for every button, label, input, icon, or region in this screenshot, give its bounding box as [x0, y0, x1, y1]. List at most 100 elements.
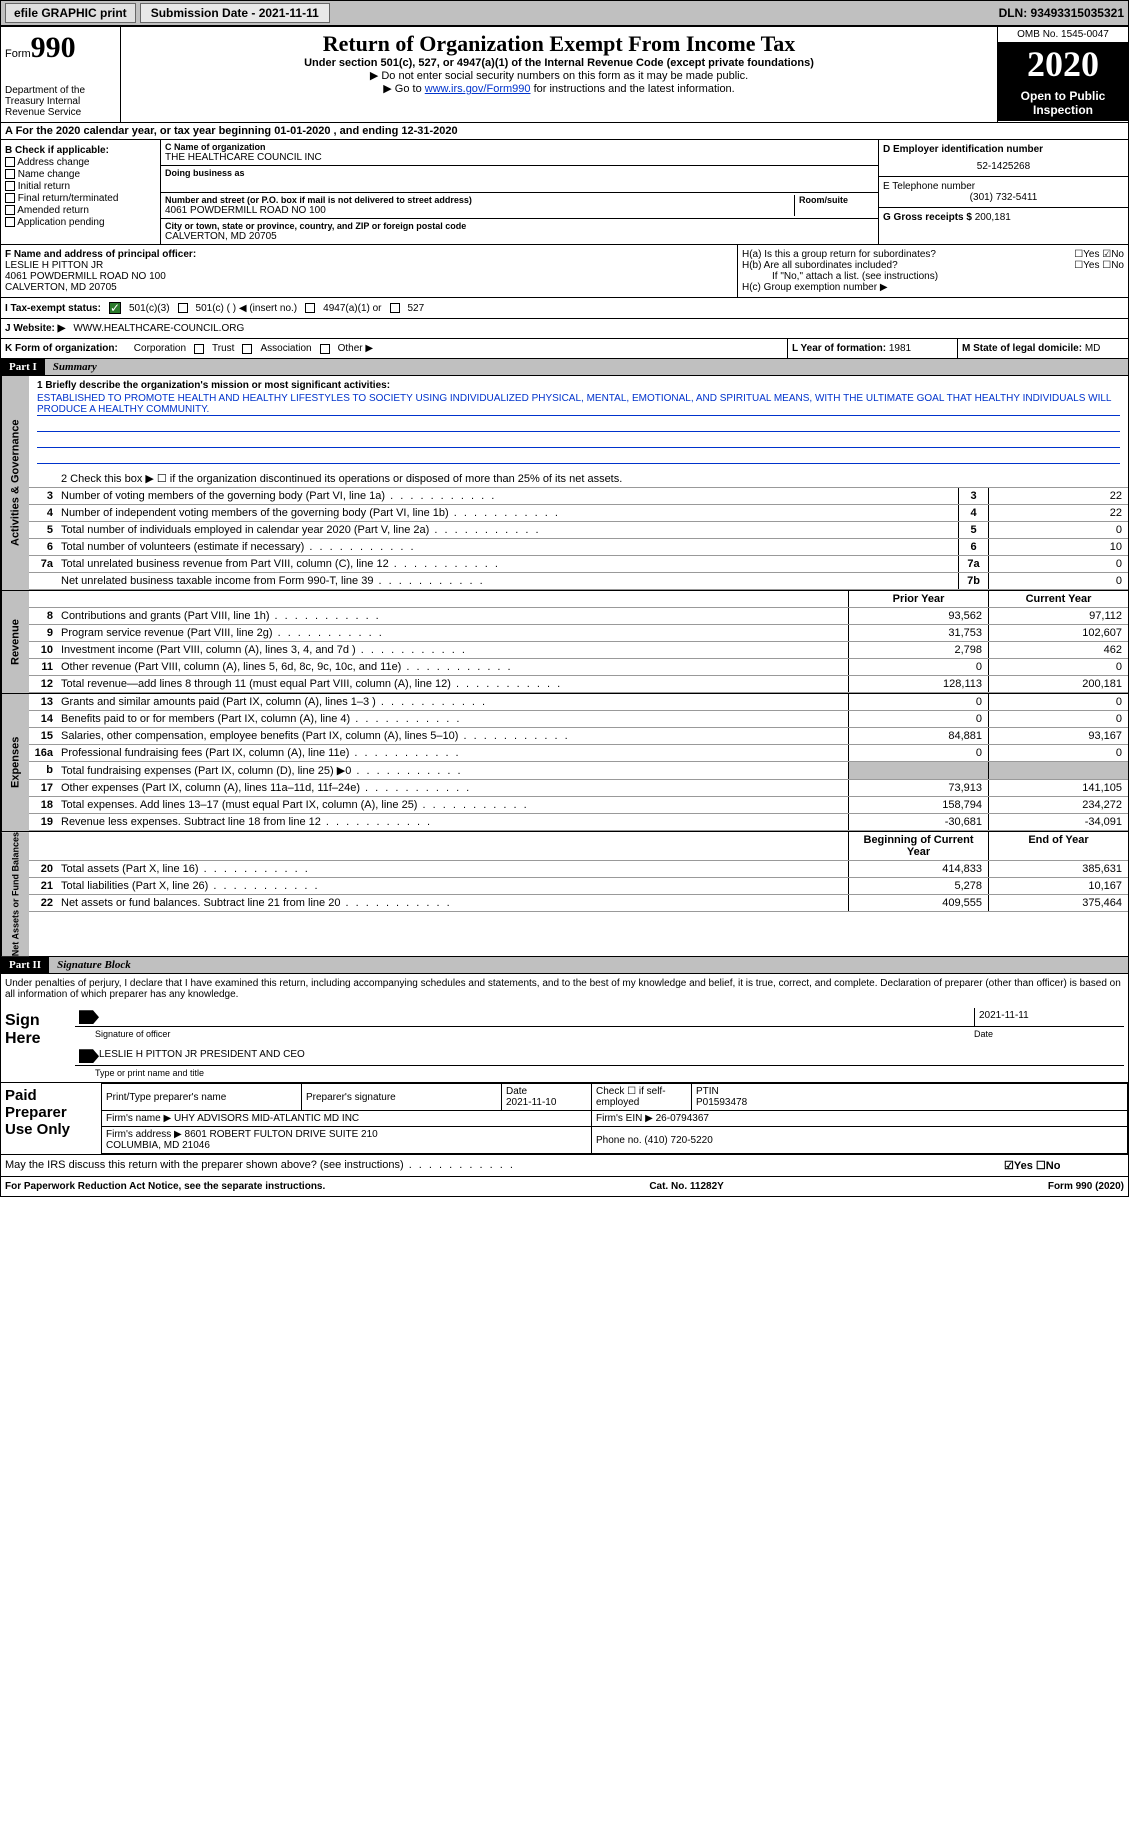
fg-row: F Name and address of principal officer:…	[0, 245, 1129, 298]
pra-notice: For Paperwork Reduction Act Notice, see …	[5, 1181, 325, 1192]
line-item: 17Other expenses (Part IX, column (A), l…	[29, 780, 1128, 797]
k-lbl: K Form of organization:	[5, 343, 118, 354]
l2: 2 Check this box ▶ ☐ if the organization…	[57, 470, 1128, 487]
org-city: CALVERTON, MD 20705	[165, 231, 874, 242]
date-lbl: Date	[974, 1029, 1124, 1039]
prep-date-lbl: Date	[506, 1086, 527, 1097]
opt-4947: 4947(a)(1) or	[323, 303, 381, 314]
m-lbl: M State of legal domicile:	[962, 343, 1082, 354]
line-item: 18Total expenses. Add lines 13–17 (must …	[29, 797, 1128, 814]
signature-block: Under penalties of perjury, I declare th…	[0, 974, 1129, 1177]
top-toolbar: efile GRAPHIC print Submission Date - 20…	[0, 0, 1129, 26]
line-item: 22Net assets or fund balances. Subtract …	[29, 895, 1128, 912]
row-i: I Tax-exempt status: 501(c)(3) 501(c) ( …	[0, 298, 1129, 319]
form-ref: Form 990 (2020)	[1048, 1181, 1124, 1192]
boxb-opt[interactable]: Initial return	[5, 181, 156, 192]
officer-lbl: Type or print name and title	[95, 1068, 204, 1078]
rev-section: Revenue Prior YearCurrent Year 8Contribu…	[0, 591, 1129, 694]
opt-corp: Corporation	[134, 343, 186, 354]
dln: DLN: 93493315035321	[999, 6, 1124, 20]
boxb-opt[interactable]: Final return/terminated	[5, 193, 156, 204]
sig-officer-lbl: Signature of officer	[95, 1029, 974, 1039]
ptin-val: P01593478	[696, 1097, 747, 1108]
row-j: J Website: ▶ WWW.HEALTHCARE-COUNCIL.ORG	[0, 319, 1129, 339]
part1-header: Part I Summary	[0, 359, 1129, 376]
officer-addr1: 4061 POWDERMILL ROAD NO 100	[5, 271, 733, 282]
hb-lbl: H(b) Are all subordinates included?	[742, 260, 898, 271]
goto-pre: ▶ Go to	[383, 83, 424, 95]
org-name-lbl: C Name of organization	[165, 142, 874, 152]
box-b-title: B Check if applicable:	[5, 145, 156, 156]
chk-527[interactable]	[390, 303, 400, 313]
discuss-ans: ☑Yes ☐No	[1004, 1159, 1124, 1172]
part2-title: Signature Block	[49, 957, 1128, 973]
boxb-opt[interactable]: Address change	[5, 157, 156, 168]
officer-printed: LESLIE H PITTON JR PRESIDENT AND CEO	[95, 1047, 1124, 1065]
firm-name-lbl: Firm's name ▶	[106, 1113, 171, 1124]
line-item: 16aProfessional fundraising fees (Part I…	[29, 745, 1128, 762]
line-item: 3Number of voting members of the governi…	[29, 488, 1128, 505]
city-lbl: City or town, state or province, country…	[165, 221, 874, 231]
sign-here-lbl: Sign Here	[1, 1004, 71, 1082]
i-lbl: I Tax-exempt status:	[5, 303, 101, 314]
ssn-warning: ▶ Do not enter social security numbers o…	[125, 69, 993, 82]
firm-name: UHY ADVISORS MID-ATLANTIC MD INC	[174, 1113, 359, 1124]
boxb-opt[interactable]: Name change	[5, 169, 156, 180]
l1-lbl: 1 Briefly describe the organization's mi…	[37, 380, 1120, 391]
vtab-exp: Expenses	[1, 694, 29, 831]
form-header: Form990 Department of the Treasury Inter…	[0, 26, 1129, 123]
line-item: 10Investment income (Part VIII, column (…	[29, 642, 1128, 659]
hdr-end: End of Year	[988, 832, 1128, 860]
l-lbl: L Year of formation:	[792, 343, 886, 354]
officer-addr2: CALVERTON, MD 20705	[5, 282, 733, 293]
chk-assoc[interactable]	[242, 344, 252, 354]
discuss-q: May the IRS discuss this return with the…	[5, 1159, 1004, 1172]
form-number: 990	[31, 31, 76, 64]
l-val: 1981	[889, 343, 911, 354]
line-item: 4Number of independent voting members of…	[29, 505, 1128, 522]
room-lbl: Room/suite	[799, 195, 874, 205]
efile-btn[interactable]: efile GRAPHIC print	[5, 3, 136, 23]
firm-ein-lbl: Firm's EIN ▶	[596, 1113, 653, 1124]
chk-other[interactable]	[320, 344, 330, 354]
part1-hdr: Part I	[1, 359, 45, 375]
line-item: bTotal fundraising expenses (Part IX, co…	[29, 762, 1128, 780]
line-item: 7aTotal unrelated business revenue from …	[29, 556, 1128, 573]
ein-val: 52-1425268	[883, 161, 1124, 172]
mission-text: ESTABLISHED TO PROMOTE HEALTH AND HEALTH…	[37, 393, 1120, 416]
org-addr: 4061 POWDERMILL ROAD NO 100	[165, 205, 794, 216]
officer-name: LESLIE H PITTON JR	[5, 260, 733, 271]
vtab-net: Net Assets or Fund Balances	[1, 832, 29, 956]
line-item: 11Other revenue (Part VIII, column (A), …	[29, 659, 1128, 676]
m-val: MD	[1085, 343, 1101, 354]
sig-intro: Under penalties of perjury, I declare th…	[1, 974, 1128, 1004]
vtab-gov: Activities & Governance	[1, 376, 29, 590]
chk-501c3[interactable]	[109, 302, 121, 314]
chk-4947[interactable]	[305, 303, 315, 313]
line-item: 13Grants and similar amounts paid (Part …	[29, 694, 1128, 711]
line-item: 8Contributions and grants (Part VIII, li…	[29, 608, 1128, 625]
hb-note: If "No," attach a list. (see instruction…	[742, 271, 1124, 282]
boxb-opt[interactable]: Amended return	[5, 205, 156, 216]
dba-lbl: Doing business as	[165, 168, 874, 178]
prep-chk: Check ☐ if self-employed	[592, 1084, 692, 1111]
prep-date: 2021-11-10	[506, 1097, 556, 1108]
tax-year: 2020	[998, 43, 1128, 85]
period-row: A For the 2020 calendar year, or tax yea…	[0, 123, 1129, 140]
boxb-opt[interactable]: Application pending	[5, 217, 156, 228]
hdr-beg: Beginning of Current Year	[848, 832, 988, 860]
line-item: 21Total liabilities (Part X, line 26)5,2…	[29, 878, 1128, 895]
opt-501c: 501(c) ( ) ◀ (insert no.)	[196, 303, 298, 314]
hc-lbl: H(c) Group exemption number ▶	[742, 282, 1124, 293]
chk-501c[interactable]	[178, 303, 188, 313]
hdr-curr: Current Year	[988, 591, 1128, 607]
submission-date: Submission Date - 2021-11-11	[140, 3, 330, 23]
firm-addr-lbl: Firm's address ▶	[106, 1129, 182, 1140]
prep-name-lbl: Print/Type preparer's name	[102, 1084, 302, 1111]
chk-trust[interactable]	[194, 344, 204, 354]
irs-link[interactable]: www.irs.gov/Form990	[425, 83, 531, 95]
form-title: Return of Organization Exempt From Incom…	[125, 31, 993, 57]
form-subtitle: Under section 501(c), 527, or 4947(a)(1)…	[125, 57, 993, 69]
line-item: Net unrelated business taxable income fr…	[29, 573, 1128, 590]
addr-lbl: Number and street (or P.O. box if mail i…	[165, 195, 794, 205]
